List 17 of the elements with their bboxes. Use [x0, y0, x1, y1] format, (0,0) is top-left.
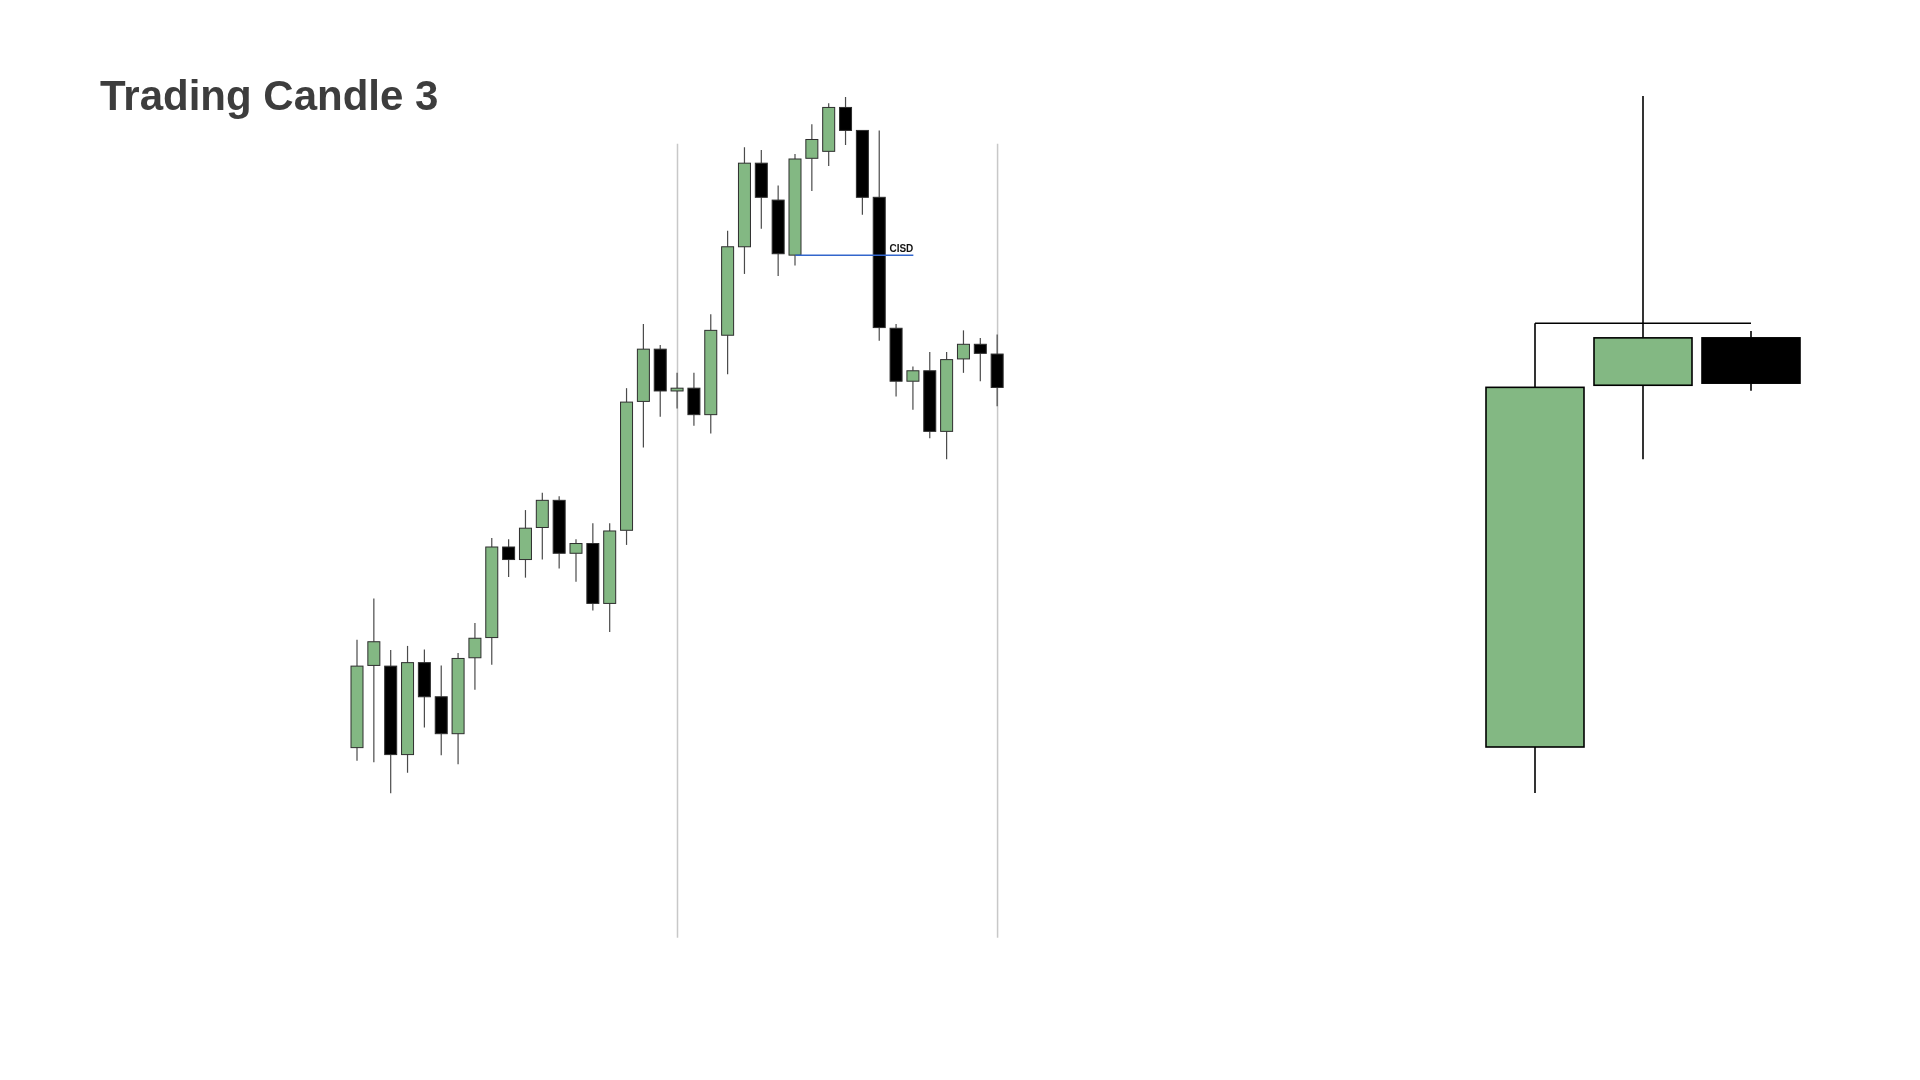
ref-line-label: CISD: [889, 242, 914, 254]
candlestick: [350, 638, 364, 762]
candlestick: [434, 664, 448, 756]
chart-title: Trading Candle 3: [100, 71, 439, 119]
candlestick: [788, 153, 802, 266]
candlestick: [367, 597, 381, 763]
candlestick: [468, 622, 482, 691]
candlestick: [687, 371, 701, 427]
candlestick: [906, 365, 920, 411]
candlestick: [569, 538, 583, 583]
candlestick: [636, 323, 650, 448]
candlestick: [889, 323, 903, 397]
candlestick: [518, 509, 532, 578]
candlestick: [670, 371, 684, 409]
candlestick: [990, 333, 1004, 407]
candlestick: [1701, 330, 1801, 392]
candlestick: [451, 651, 465, 765]
